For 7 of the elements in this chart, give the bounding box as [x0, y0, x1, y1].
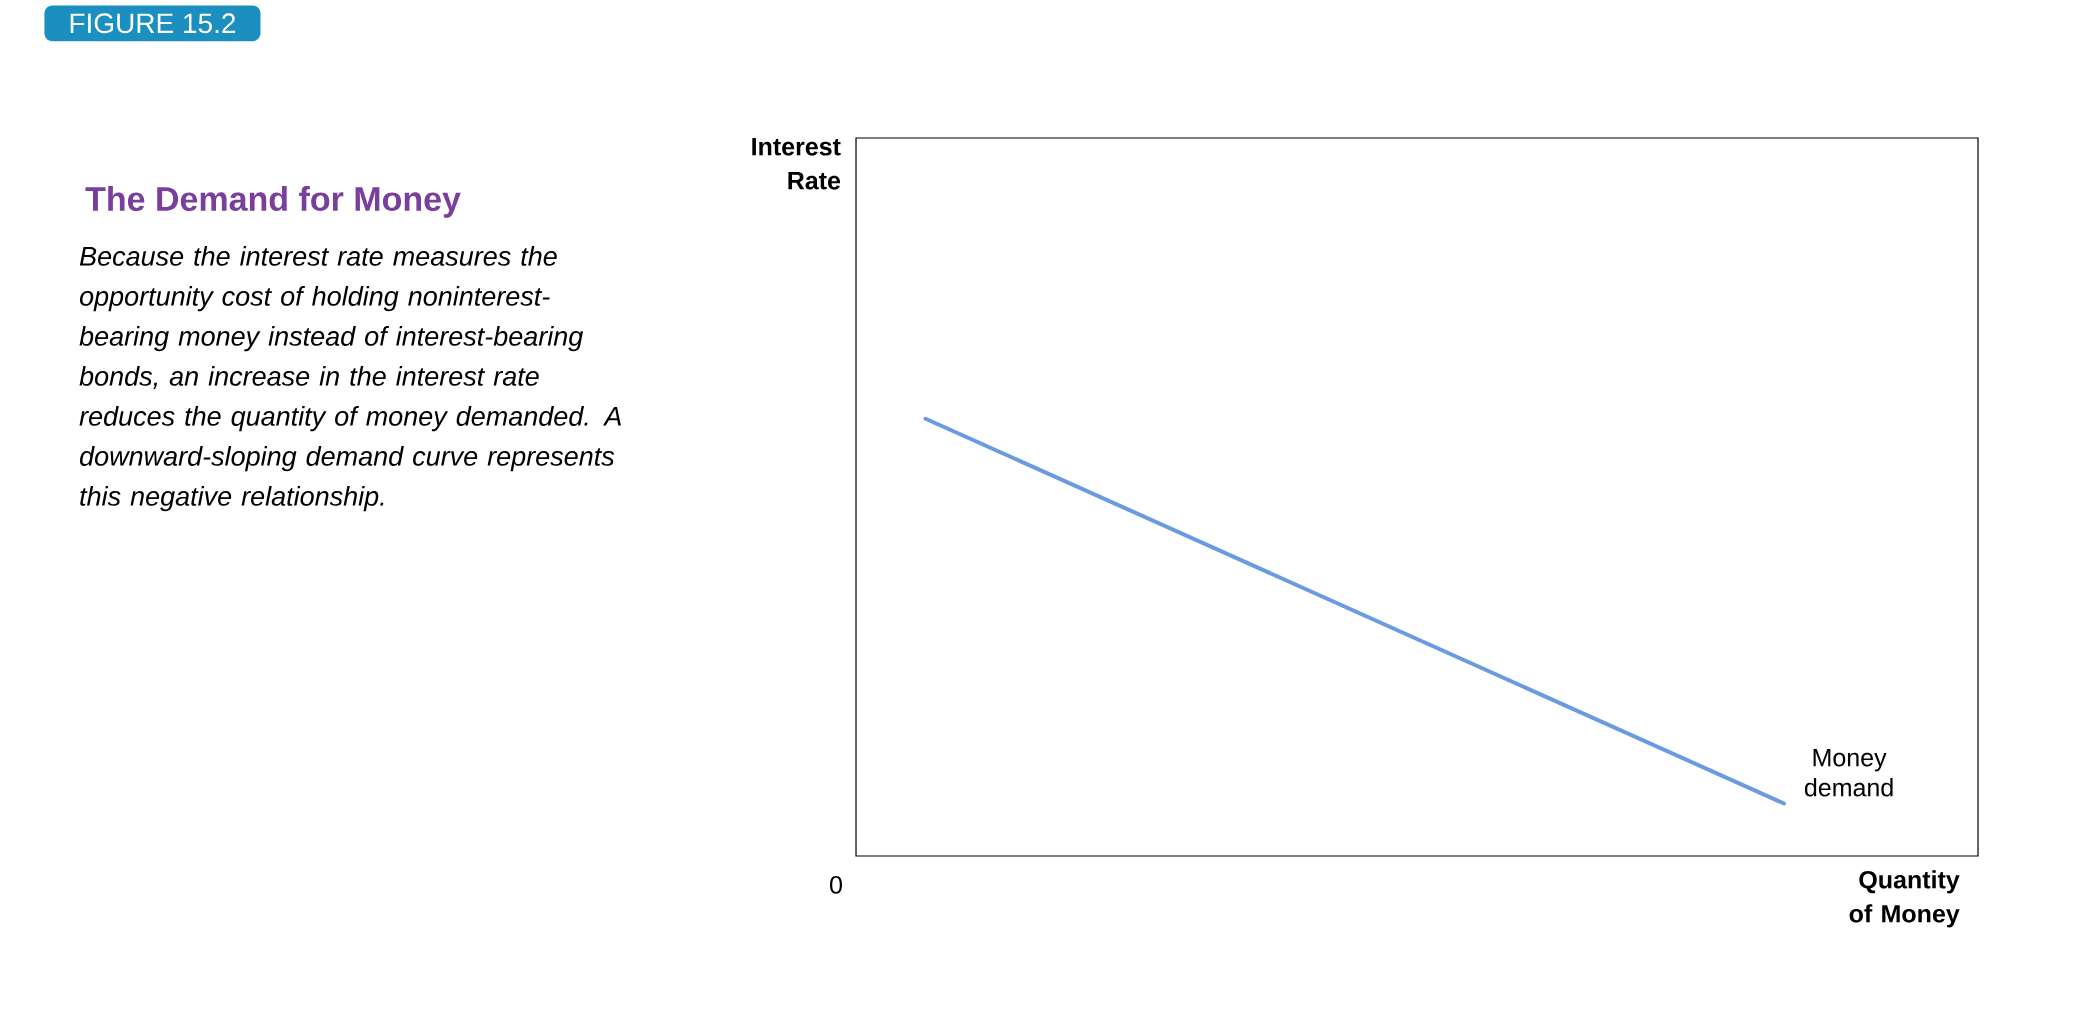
text: Because the interest rate measures the opportunity cost of holding noninterest-bearing money instead of interest-bearing bonds, an increase in the interest rate reduces the quantity of money demanded. A downward-sloping demand curve represents this negative relationship.: [79, 246, 621, 512]
series-label: Money demand: [1804, 749, 1893, 797]
text: Interest Rate: [752, 138, 841, 190]
text: 0: [830, 876, 842, 894]
caption: FIGURE 15.2: [70, 13, 236, 34]
text: The Demand for Money: [85, 186, 461, 218]
x-axis-title: Quantity of Money: [1849, 870, 1960, 928]
